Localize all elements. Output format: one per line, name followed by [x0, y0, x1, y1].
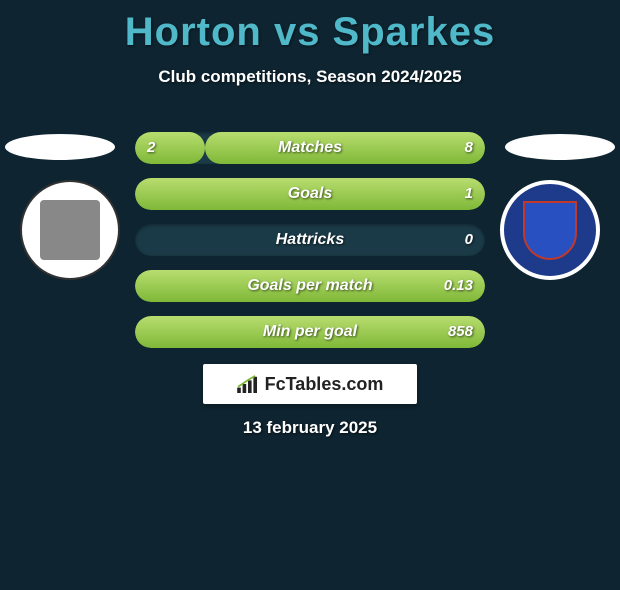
stat-row-goals-per-match: Goals per match 0.13 — [135, 270, 485, 302]
stat-right-value: 8 — [465, 132, 473, 164]
chart-icon — [237, 375, 259, 393]
stat-row-min-per-goal: Min per goal 858 — [135, 316, 485, 348]
stats-bars: 2 Matches 8 Goals 1 Hattricks 0 Goals pe… — [135, 132, 485, 362]
stat-row-hattricks: Hattricks 0 — [135, 224, 485, 256]
stat-right-value: 0.13 — [444, 270, 473, 302]
left-country-flag — [5, 134, 115, 160]
stat-row-goals: Goals 1 — [135, 178, 485, 210]
branding-badge: FcTables.com — [203, 364, 417, 404]
stat-right-value: 858 — [448, 316, 473, 348]
comparison-subtitle: Club competitions, Season 2024/2025 — [0, 67, 620, 87]
branding-text: FcTables.com — [265, 374, 384, 395]
right-country-flag — [505, 134, 615, 160]
stat-label: Min per goal — [135, 316, 485, 348]
stat-label: Matches — [135, 132, 485, 164]
stat-row-matches: 2 Matches 8 — [135, 132, 485, 164]
stat-label: Goals per match — [135, 270, 485, 302]
stat-right-value: 0 — [465, 224, 473, 256]
left-club-badge — [20, 180, 120, 280]
comparison-title: Horton vs Sparkes — [0, 10, 620, 55]
right-club-badge — [500, 180, 600, 280]
comparison-date: 13 february 2025 — [0, 418, 620, 438]
stat-label: Goals — [135, 178, 485, 210]
stat-label: Hattricks — [135, 224, 485, 256]
stat-right-value: 1 — [465, 178, 473, 210]
